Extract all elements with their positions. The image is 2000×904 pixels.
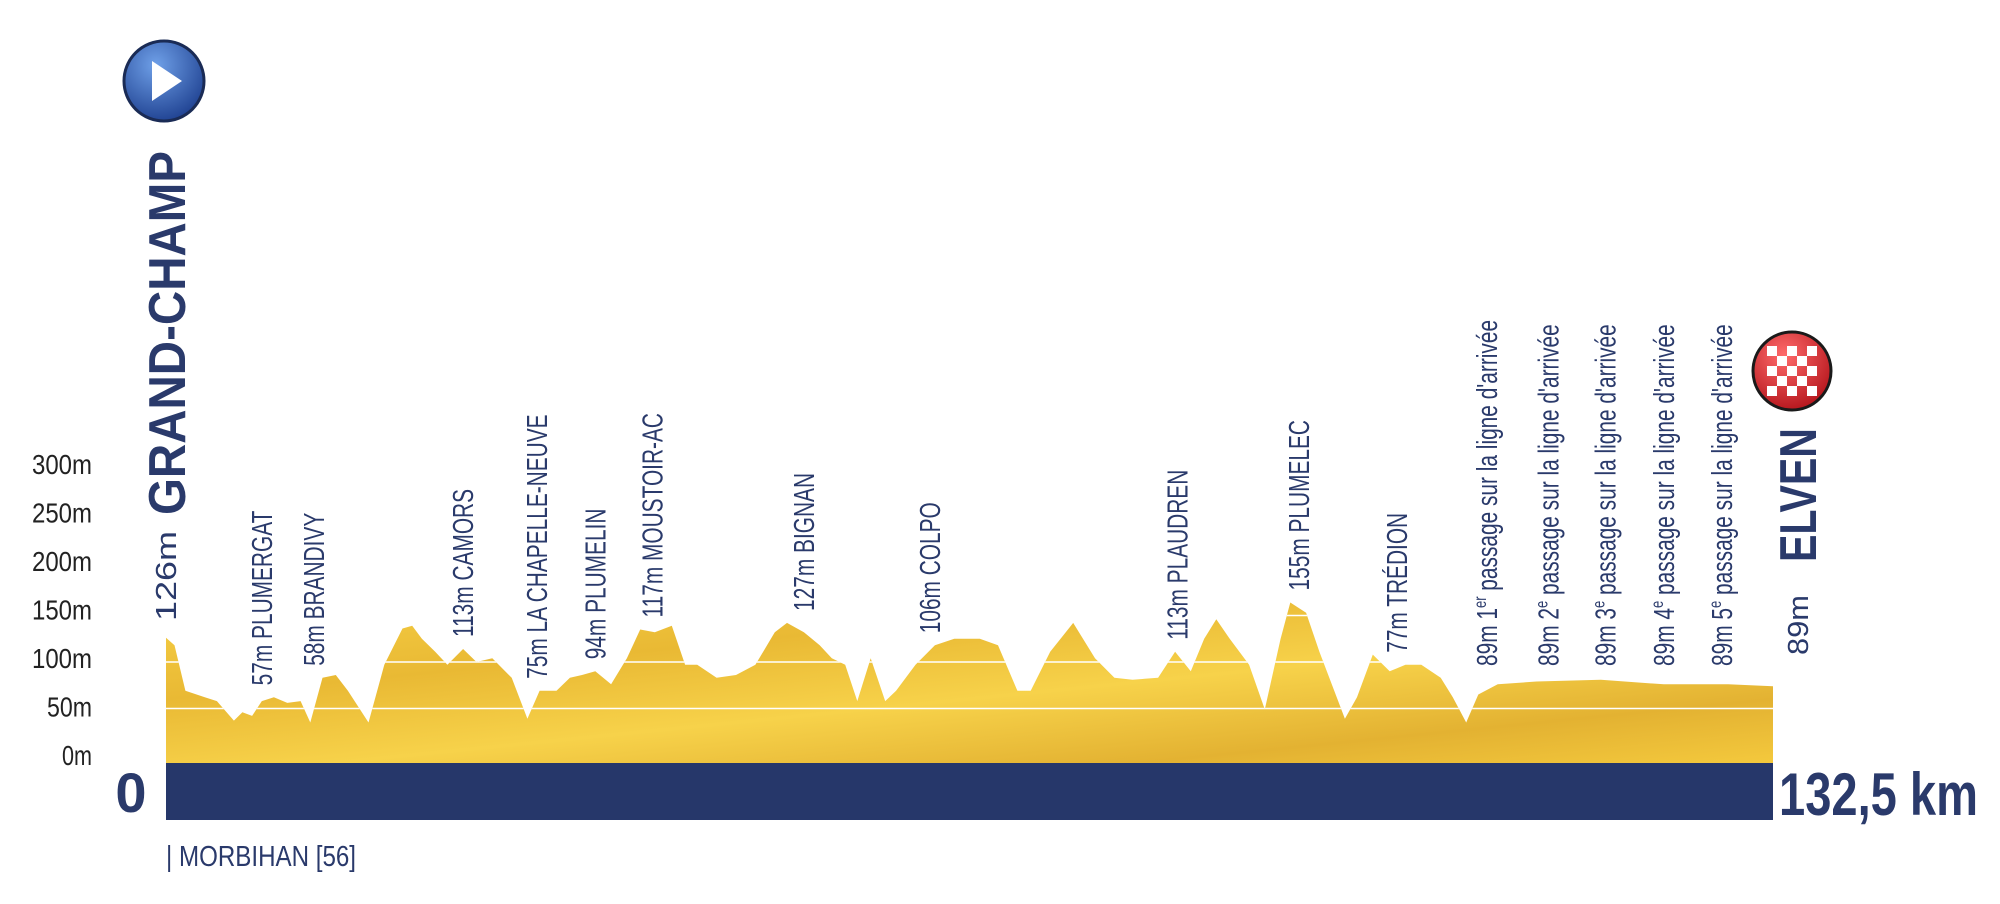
y-tick-label: 200m (32, 546, 92, 577)
y-tick-label: 250m (32, 498, 92, 529)
passage-label: 89m 1er passage sur la ligne d'arrivée (1471, 320, 1504, 666)
waypoint-label: 113m CAMORS (448, 489, 480, 637)
distance-bar (166, 763, 1773, 820)
department-label: | MORBIHAN [56] (166, 841, 356, 873)
finish-elevation: 89m (1783, 595, 1815, 655)
finish-marker (1751, 330, 1833, 412)
passage-label: 89m 5e passage sur la ligne d'arrivée (1706, 324, 1739, 666)
start-km-label: 0 (115, 761, 146, 824)
y-tick-label: 0m (62, 740, 92, 771)
finish-km-label: 132,5 km (1779, 761, 1978, 828)
waypoint-label: 117m MOUSTOIR-AC (637, 413, 669, 617)
waypoint-label: 94m PLUMELIN (580, 509, 612, 660)
waypoint-label: 106m COLPO (915, 502, 947, 633)
elevation-profile-area (166, 602, 1773, 764)
y-axis: 0m 50m 100m 150m 200m 250m 300m (32, 449, 92, 771)
start-elevation: 126m (151, 531, 183, 621)
start-marker (122, 39, 206, 123)
finish-town: ELVEN (1770, 428, 1828, 562)
waypoint-label: 77m TRÉDION (1381, 513, 1414, 653)
waypoint-label: 75m LA CHAPELLE-NEUVE (522, 414, 554, 678)
y-tick-label: 150m (32, 595, 92, 626)
y-tick-label: 100m (32, 643, 92, 674)
passage-label: 89m 3e passage sur la ligne d'arrivée (1590, 324, 1623, 666)
waypoint-label: 58m BRANDIVY (299, 513, 331, 666)
waypoint-label: 127m BIGNAN (789, 473, 821, 611)
passage-label: 89m 2e passage sur la ligne d'arrivée (1533, 324, 1566, 666)
waypoint-labels: 57m PLUMERGAT 58m BRANDIVY 113m CAMORS 75m … (247, 413, 1414, 685)
passage-label: 89m 4e passage sur la ligne d'arrivée (1648, 324, 1681, 666)
y-tick-label: 50m (47, 692, 92, 723)
waypoint-label: 57m PLUMERGAT (247, 511, 279, 686)
waypoint-label: 113m PLAUDREN (1162, 470, 1194, 640)
start-town: GRAND-CHAMP (139, 151, 197, 515)
y-tick-label: 300m (32, 449, 92, 480)
waypoint-label: 155m PLUMELEC (1284, 420, 1316, 590)
passage-labels: 89m 1er passage sur la ligne d'arrivée 89… (1471, 320, 1739, 666)
